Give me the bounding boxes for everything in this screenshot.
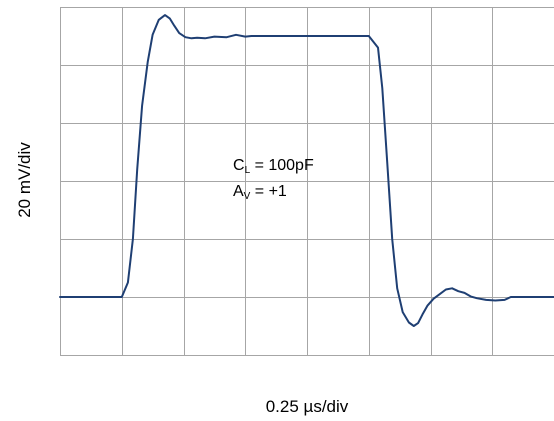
load-capacitance-value: = 100pF: [250, 157, 314, 174]
x-axis-label: 0.25 µs/div: [266, 397, 349, 416]
load-capacitance-symbol: C: [233, 157, 245, 174]
load-capacitance-annotation: CL = 100pF: [233, 158, 314, 176]
grid: [60, 7, 554, 356]
gain-value: = +1: [250, 183, 287, 200]
gain-subscript: V: [243, 191, 251, 202]
gain-symbol: A: [233, 183, 244, 200]
y-axis-label: 20 mV/div: [15, 142, 34, 218]
gain-annotation: AV = +1: [233, 184, 287, 202]
signal-trace: [59, 14, 554, 327]
load-capacitance-subscript: L: [244, 165, 251, 176]
